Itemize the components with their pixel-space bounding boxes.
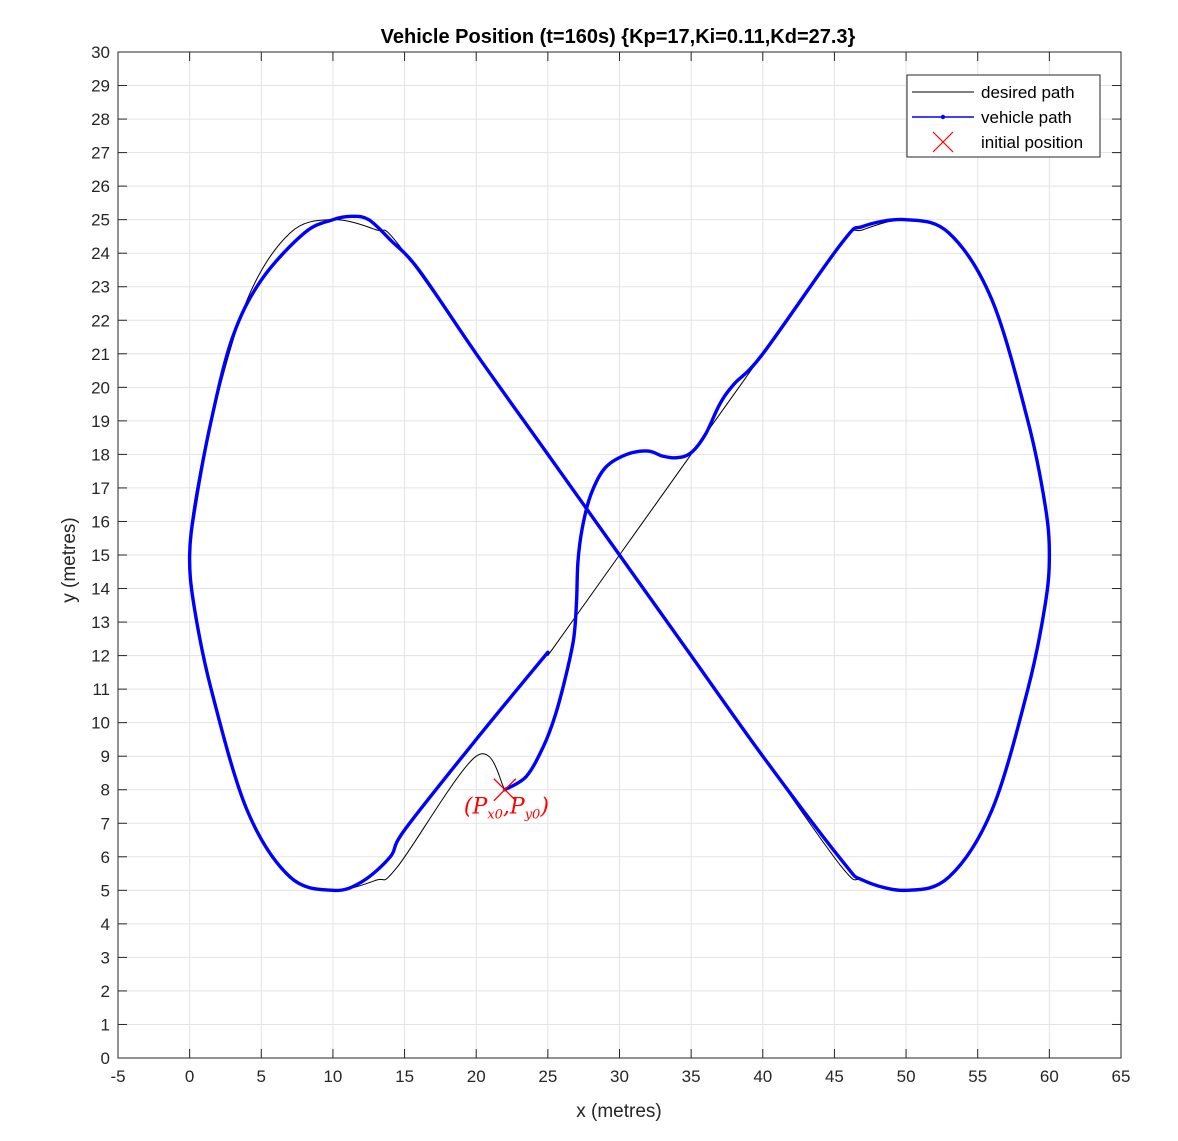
- chart-title: Vehicle Position (t=160s) {Kp=17,Ki=0.11…: [381, 26, 856, 48]
- y-tick-label: 21: [91, 345, 110, 364]
- grid-lines: [117, 51, 1122, 1059]
- y-tick-label: 14: [91, 580, 110, 599]
- legend-label-initial-position: initial position: [981, 133, 1083, 152]
- x-tick-label: 60: [1040, 1067, 1059, 1086]
- anno-sub2: y0: [524, 808, 541, 823]
- y-tick-label: 24: [91, 244, 110, 263]
- x-tick-labels: -5 0 5 10 15 20 25 30 35 40 45 50 55 60 65: [110, 1067, 1130, 1086]
- y-tick-label: 23: [91, 278, 110, 297]
- y-tick-label: 10: [91, 714, 110, 733]
- y-tick-label: 12: [91, 647, 110, 666]
- x-tick-label: 25: [538, 1067, 557, 1086]
- marker-initial-position: [493, 778, 517, 802]
- y-tick-label: 8: [101, 781, 110, 800]
- legend-label-desired-path: desired path: [981, 83, 1075, 102]
- y-tick-label: 22: [91, 311, 110, 330]
- y-tick-label: 19: [91, 412, 110, 431]
- anno-sub1: x0: [487, 808, 503, 823]
- x-axis-label: x (metres): [576, 1101, 662, 1122]
- legend-swatch-initial-position: [932, 131, 954, 153]
- x-tick-label: -5: [110, 1067, 125, 1086]
- legend-swatch-vehicle-dot: [940, 114, 946, 120]
- x-tick-label: 45: [825, 1067, 844, 1086]
- y-tick-label: 2: [101, 982, 110, 1001]
- y-tick-label: 26: [91, 177, 110, 196]
- y-tick-label: 5: [101, 881, 110, 900]
- y-tick-label: 13: [91, 613, 110, 632]
- y-tick-label: 16: [91, 512, 110, 531]
- y-tick-label: 29: [91, 77, 110, 96]
- anno-p1: P: [471, 795, 488, 820]
- y-tick-label: 0: [101, 1049, 110, 1068]
- y-tick-label: 25: [91, 211, 110, 230]
- y-tick-label: 7: [101, 814, 110, 833]
- plot-content: [187, 214, 1052, 893]
- y-tick-label: 11: [92, 680, 110, 699]
- x-tick-label: 10: [323, 1067, 342, 1086]
- anno-open: (: [464, 795, 473, 820]
- y-tick-label: 9: [101, 747, 110, 766]
- x-tick-label: 20: [467, 1067, 486, 1086]
- y-tick-label: 6: [101, 848, 110, 867]
- legend-label-vehicle-path: vehicle path: [981, 108, 1072, 127]
- y-tick-label: 3: [101, 948, 110, 967]
- anno-comma: ,: [503, 795, 510, 820]
- legend: desired path vehicle path initial positi…: [906, 74, 1101, 158]
- series-layer: [187, 214, 1052, 893]
- series-line-vehicle-path: [187, 214, 1052, 893]
- y-tick-label: 20: [91, 378, 110, 397]
- y-tick-label: 17: [91, 479, 110, 498]
- anno-close: ): [539, 795, 549, 820]
- marker-layer: [493, 778, 517, 802]
- x-tick-label: 5: [257, 1067, 266, 1086]
- x-tick-label: 65: [1112, 1067, 1131, 1086]
- x-tick-label: 50: [897, 1067, 916, 1086]
- y-tick-label: 28: [91, 110, 110, 129]
- x-tick-label: 30: [610, 1067, 629, 1086]
- x-tick-label: 0: [185, 1067, 194, 1086]
- initial-position-annotation: (Px0,Py0): [464, 795, 549, 823]
- y-tick-labels: 0123456789101112131415161718192021222324…: [91, 43, 110, 1068]
- x-tick-label: 40: [753, 1067, 772, 1086]
- y-tick-label: 15: [91, 546, 110, 565]
- y-tick-label: 4: [101, 915, 110, 934]
- y-tick-label: 27: [91, 144, 110, 163]
- y-tick-label: 1: [101, 1015, 110, 1034]
- x-tick-label: 55: [968, 1067, 987, 1086]
- x-tick-label: 35: [682, 1067, 701, 1086]
- y-axis-label: y (metres): [59, 517, 80, 603]
- x-tick-label: 15: [395, 1067, 414, 1086]
- y-tick-label: 30: [91, 43, 110, 62]
- anno-p2: P: [509, 795, 526, 820]
- legend-box: [906, 74, 1101, 158]
- y-tick-label: 18: [91, 445, 110, 464]
- axis-ticks: [117, 51, 1122, 1059]
